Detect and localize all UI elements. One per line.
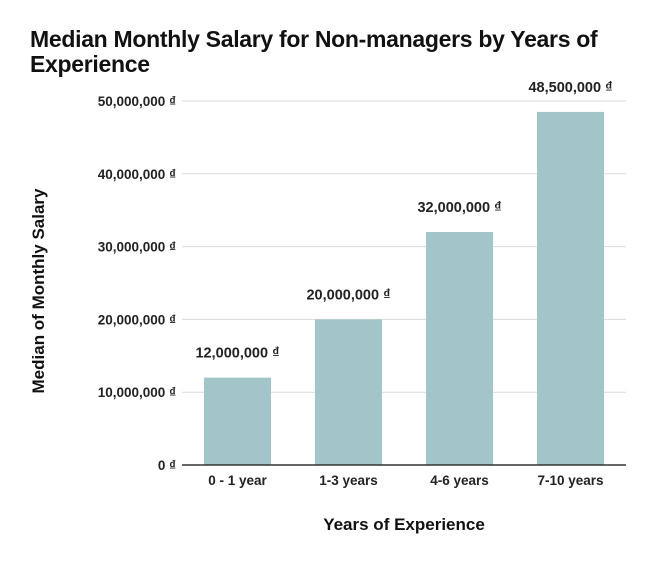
bar	[204, 377, 271, 465]
y-tick-label: 30,000,000 ₫	[98, 240, 176, 255]
bar	[537, 111, 604, 466]
y-tick-labels: 0 ₫ 10,000,000 ₫ 20,000,000 ₫ 30,000,000 ₫ 4…	[98, 94, 176, 473]
chart-title: Median Monthly Salary for Non-managers b…	[30, 26, 598, 77]
y-tick-label: 40,000,000 ₫	[98, 167, 176, 182]
x-tick-label: 4-6 years	[430, 473, 489, 488]
x-tick-label: 0 - 1 year	[208, 473, 267, 488]
y-tick-label: 50,000,000 ₫	[98, 94, 176, 109]
bars	[204, 111, 604, 466]
x-axis-title: Years of Experience	[323, 515, 485, 534]
y-tick-label: 0 ₫	[158, 458, 176, 473]
y-axis-title: Median of Monthly Salary	[29, 188, 48, 394]
data-label: 20,000,000 ₫	[306, 287, 390, 303]
data-label: 32,000,000 ₫	[417, 200, 501, 216]
x-tick-label: 7-10 years	[537, 473, 603, 488]
x-tick-labels: 0 - 1 year 1-3 years 4-6 years 7-10 years	[208, 473, 603, 488]
y-tick-label: 20,000,000 ₫	[98, 312, 176, 327]
bar	[315, 319, 382, 465]
bar	[426, 232, 493, 465]
x-tick-label: 1-3 years	[319, 473, 378, 488]
data-labels: 12,000,000 ₫ 20,000,000 ₫ 32,000,000 ₫ 48,5…	[195, 80, 612, 362]
data-label: 12,000,000 ₫	[195, 346, 279, 362]
data-label: 48,500,000 ₫	[528, 80, 612, 96]
y-tick-label: 10,000,000 ₫	[98, 385, 176, 400]
